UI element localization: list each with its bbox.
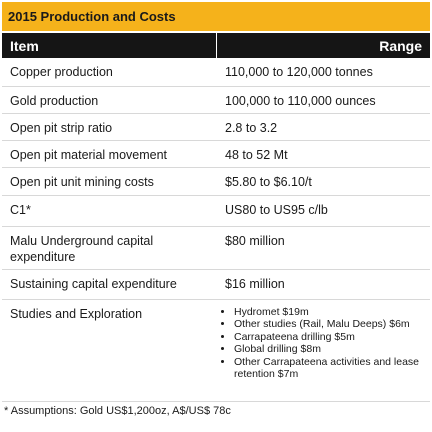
item-cell: Open pit material movement (2, 140, 216, 168)
range-cell: $5.80 to $6.10/t (216, 167, 430, 196)
header-cell: Range (216, 33, 430, 58)
item-cell: Open pit unit mining costs (2, 167, 216, 196)
item-cell: Gold production (2, 86, 216, 114)
item-cell: Copper production (2, 58, 216, 87)
item-cell: Studies and Exploration (2, 299, 216, 402)
range-list-item: Hydromet $19m (234, 306, 422, 319)
item-cell: Sustaining capital expenditure (2, 269, 216, 300)
item-cell: Malu Underground capital expenditure (2, 226, 216, 270)
table-row: Copper production 110,000 to 120,000 tonn… (2, 58, 430, 87)
range-list: Hydromet $19mOther studies (Rail, Malu D… (225, 306, 422, 381)
header-cell: Item (2, 33, 217, 58)
range-cell: 48 to 52 Mt (216, 140, 430, 168)
table-title: 2015 Production and Costs (2, 2, 430, 31)
item-cell: C1* (2, 195, 216, 227)
table-row: Open pit unit mining costs $5.80 to $6.10… (2, 167, 430, 196)
range-cell: US80 to US95 c/lb (216, 195, 430, 227)
footnote: * Assumptions: Gold US$1,200oz, A$/US$ 7… (4, 405, 231, 417)
item-cell: Open pit strip ratio (2, 113, 216, 141)
table-row: Malu Underground capital expenditure $80 … (2, 226, 430, 270)
table: Item Range Copper production 110,000 to 1… (2, 33, 430, 402)
table-body: Copper production 110,000 to 120,000 tonn… (2, 58, 430, 402)
range-cell: $80 million (216, 226, 430, 270)
table-row: Gold production 100,000 to 110,000 ounces (2, 86, 430, 114)
range-list-item: Global drilling $8m (234, 343, 422, 356)
table-row: Studies and ExplorationHydromet $19mOthe… (2, 299, 430, 402)
range-list-item: Carrapateena drilling $5m (234, 331, 422, 344)
range-list-item: Other Carrapateena activities and lease … (234, 356, 422, 381)
table-row: Sustaining capital expenditure $16 millio… (2, 269, 430, 300)
range-cell: 110,000 to 120,000 tonnes (216, 58, 430, 87)
table-row: Open pit strip ratio 2.8 to 3.2 (2, 113, 430, 141)
header-row: Item Range (2, 33, 430, 58)
range-cell: $16 million (216, 269, 430, 300)
range-list-item: Other studies (Rail, Malu Deeps) $6m (234, 318, 422, 331)
range-cell: 100,000 to 110,000 ounces (216, 86, 430, 114)
table-row: C1* US80 to US95 c/lb (2, 195, 430, 227)
range-cell: Hydromet $19mOther studies (Rail, Malu D… (216, 299, 430, 402)
range-cell: 2.8 to 3.2 (216, 113, 430, 141)
table-row: Open pit material movement 48 to 52 Mt (2, 140, 430, 168)
